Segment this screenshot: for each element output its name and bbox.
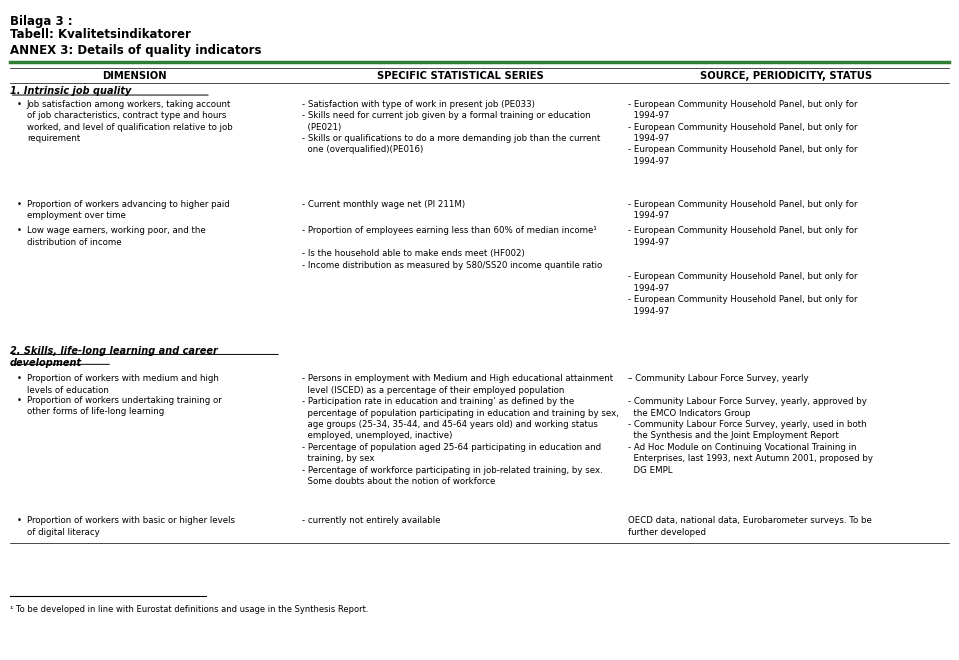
- Text: Proportion of workers undertaking training or
other forms of life-long learning: Proportion of workers undertaking traini…: [27, 396, 222, 416]
- Text: Job satisfaction among workers, taking account
of job characteristics, contract : Job satisfaction among workers, taking a…: [27, 100, 233, 143]
- Text: - European Community Household Panel, but only for
  1994-97


- European Commun: - European Community Household Panel, bu…: [628, 226, 857, 315]
- Text: •: •: [16, 226, 21, 236]
- Text: 2. Skills, life-long learning and career
development: 2. Skills, life-long learning and career…: [10, 346, 218, 368]
- Text: – Community Labour Force Survey, yearly

- Community Labour Force Survey, yearly: – Community Labour Force Survey, yearly …: [628, 374, 873, 475]
- Text: SPECIFIC STATISTICAL SERIES: SPECIFIC STATISTICAL SERIES: [377, 71, 544, 81]
- Text: - Proportion of employees earning less than 60% of median income¹

- Is the hous: - Proportion of employees earning less t…: [302, 226, 602, 270]
- Text: •: •: [16, 200, 21, 209]
- Text: Bilaga 3 :: Bilaga 3 :: [10, 15, 72, 28]
- Text: DIMENSION: DIMENSION: [102, 71, 167, 81]
- Text: ANNEX 3: Details of quality indicators: ANNEX 3: Details of quality indicators: [10, 44, 261, 57]
- Text: - European Community Household Panel, but only for
  1994-97: - European Community Household Panel, bu…: [628, 200, 857, 220]
- Text: •: •: [16, 516, 21, 525]
- Text: 1. Intrinsic job quality: 1. Intrinsic job quality: [10, 86, 131, 96]
- Text: •: •: [16, 374, 21, 383]
- Text: Proportion of workers with medium and high
levels of education: Proportion of workers with medium and hi…: [27, 374, 219, 395]
- Text: - Persons in employment with Medium and High educational attainment
  level (ISC: - Persons in employment with Medium and …: [302, 374, 619, 486]
- Text: •: •: [16, 100, 21, 109]
- Text: ¹ To be developed in line with Eurostat definitions and usage in the Synthesis R: ¹ To be developed in line with Eurostat …: [10, 605, 368, 614]
- Text: - Satisfaction with type of work in present job (PE033)
- Skills need for curren: - Satisfaction with type of work in pres…: [302, 100, 600, 154]
- Text: - currently not entirely available: - currently not entirely available: [302, 516, 440, 525]
- Text: Low wage earners, working poor, and the
distribution of income: Low wage earners, working poor, and the …: [27, 226, 205, 247]
- Text: Proportion of workers with basic or higher levels
of digital literacy: Proportion of workers with basic or high…: [27, 516, 235, 537]
- Text: OECD data, national data, Eurobarometer surveys. To be
further developed: OECD data, national data, Eurobarometer …: [628, 516, 872, 537]
- Text: Proportion of workers advancing to higher paid
employment over time: Proportion of workers advancing to highe…: [27, 200, 229, 220]
- Text: Tabell: Kvalitetsindikatorer: Tabell: Kvalitetsindikatorer: [10, 28, 191, 42]
- Text: •: •: [16, 396, 21, 405]
- Text: SOURCE, PERIODICITY, STATUS: SOURCE, PERIODICITY, STATUS: [700, 71, 873, 81]
- Text: - European Community Household Panel, but only for
  1994-97
- European Communit: - European Community Household Panel, bu…: [628, 100, 857, 166]
- Text: - Current monthly wage net (PI 211M): - Current monthly wage net (PI 211M): [302, 200, 465, 209]
